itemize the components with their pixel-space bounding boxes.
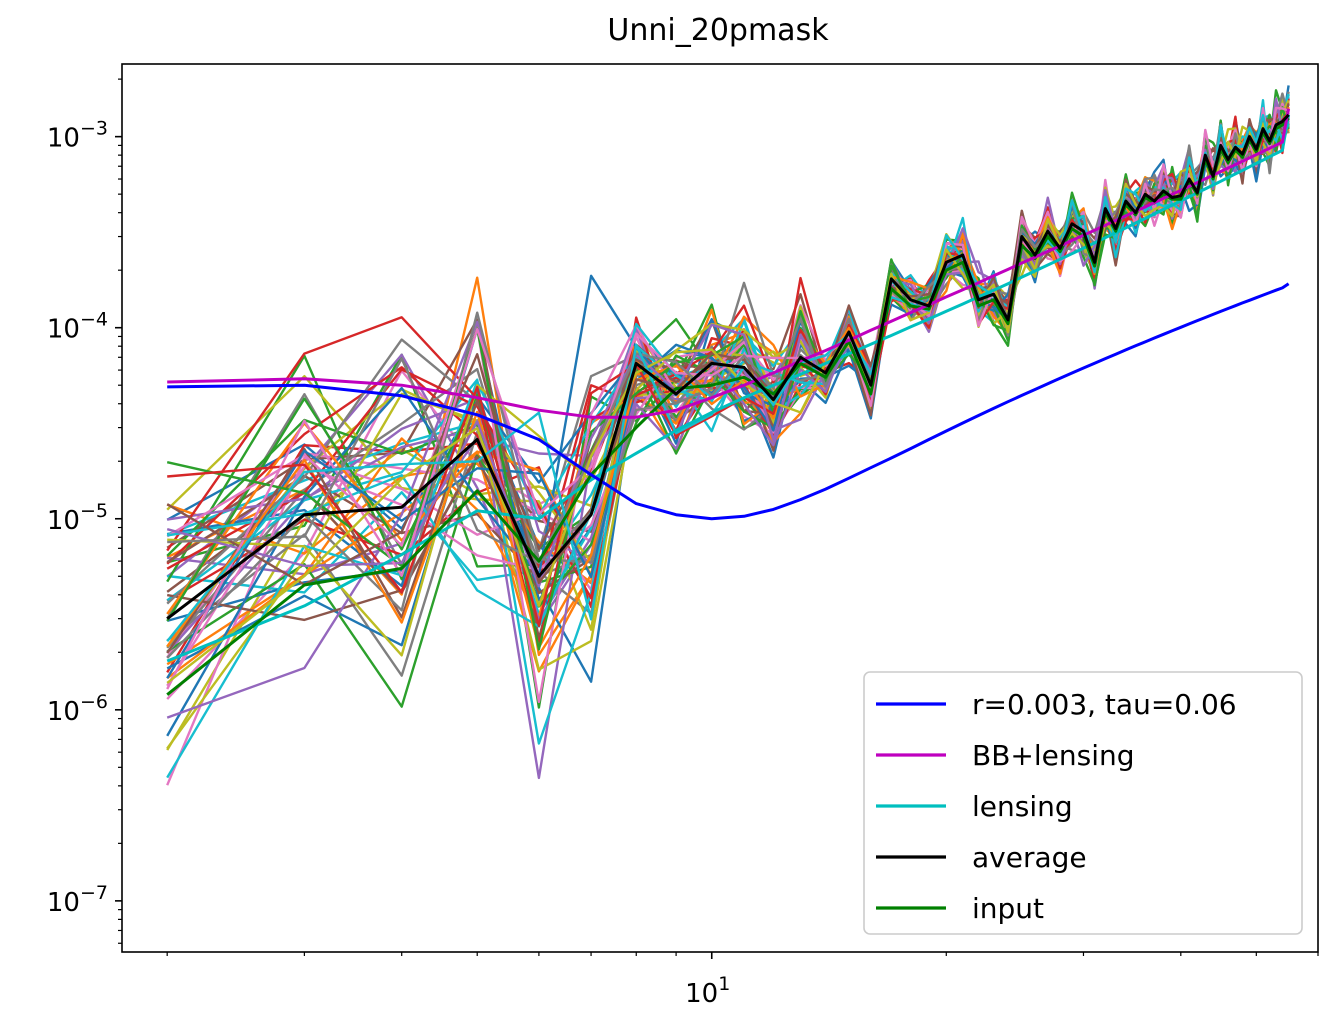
series-line bbox=[167, 282, 1290, 521]
legend-label: average bbox=[972, 841, 1087, 874]
y-tick-label: 10−7 bbox=[47, 882, 108, 918]
legend-label: lensing bbox=[972, 790, 1073, 823]
series-line bbox=[166, 117, 1290, 696]
series-line bbox=[167, 108, 1291, 419]
x-tick-label: 101 bbox=[685, 973, 730, 1009]
y-tick-label: 10−3 bbox=[47, 118, 108, 154]
axis-ticks: 10−7 10−6 10−5 10−4 10−3 101 bbox=[47, 78, 1319, 1009]
legend-label: BB+lensing bbox=[972, 739, 1135, 772]
series-line bbox=[166, 113, 1290, 620]
series-lines bbox=[166, 108, 1291, 696]
y-tick-label: 10−6 bbox=[47, 691, 108, 727]
legend: r=0.003, tau=0.06 BB+lensing lensing averag… bbox=[863, 671, 1303, 935]
plot-frame bbox=[121, 63, 1319, 953]
series-line bbox=[166, 114, 1291, 663]
legend-label: r=0.003, tau=0.06 bbox=[972, 688, 1237, 721]
y-tick-label: 10−4 bbox=[47, 309, 108, 345]
chart-title: Unni_20pmask bbox=[607, 13, 829, 48]
y-tick-label: 10−5 bbox=[47, 500, 108, 536]
legend-label: input bbox=[972, 892, 1044, 925]
legend-box bbox=[863, 671, 1303, 935]
